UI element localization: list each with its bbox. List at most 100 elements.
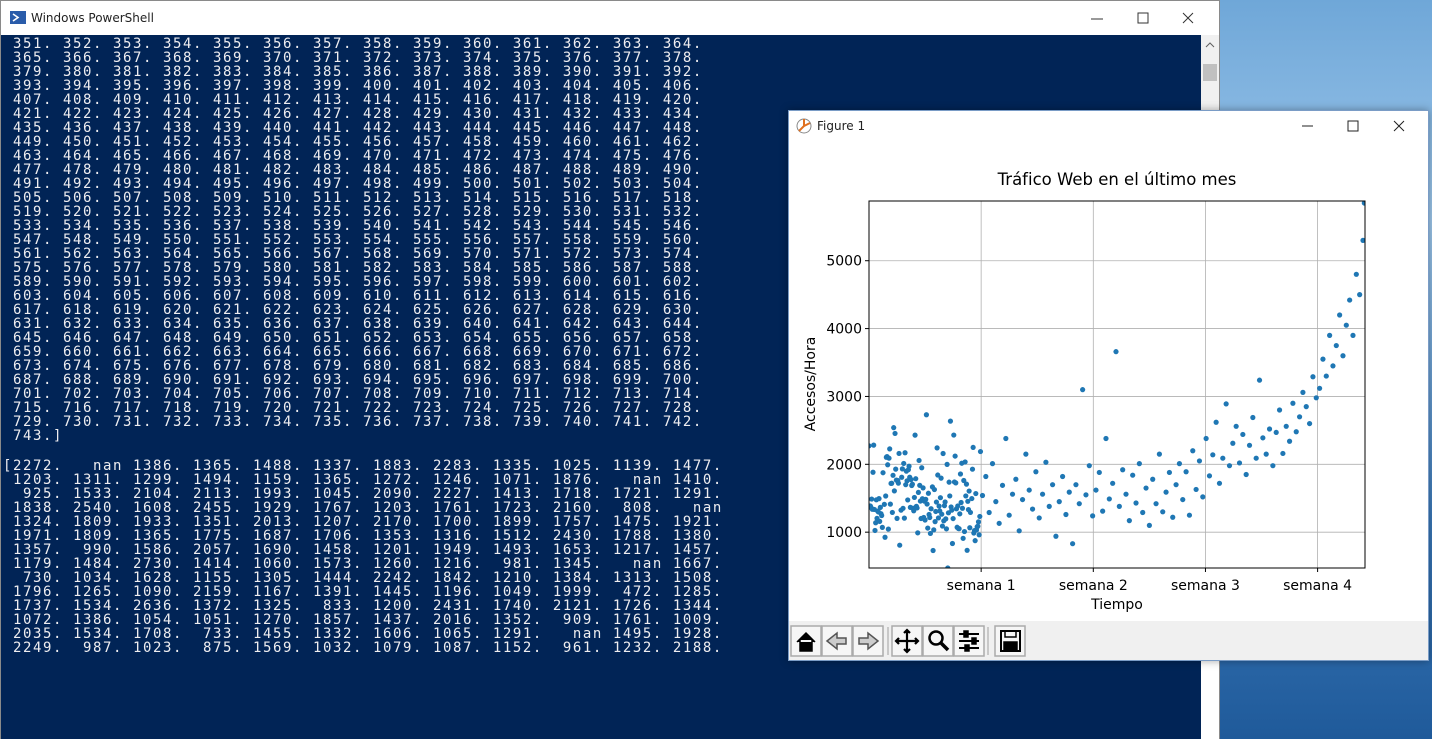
data-point: [996, 520, 1002, 526]
close-button[interactable]: [1182, 12, 1194, 24]
window-controls: [1091, 12, 1194, 24]
data-point: [1186, 512, 1193, 518]
console-line: 1357. 990. 1586. 2057. 1690. 1458. 1201.…: [3, 542, 723, 558]
console-line: 365. 366. 367. 368. 369. 370. 371. 372. …: [3, 50, 703, 66]
console-line: 589. 590. 591. 592. 593. 594. 595. 596. …: [3, 274, 703, 290]
data-point: [1090, 513, 1096, 519]
y-tick-label: 5000: [826, 254, 862, 270]
maximize-button[interactable]: [1137, 12, 1149, 24]
title-bar: Windows PowerShell: [1, 1, 1219, 35]
data-point: [1150, 476, 1156, 482]
data-point: [924, 501, 930, 507]
data-point: [967, 525, 973, 531]
console-line: 547. 548. 549. 550. 551. 552. 553. 554. …: [3, 232, 703, 248]
data-point: [930, 547, 936, 554]
data-point: [940, 450, 946, 457]
console-line: 435. 436. 437. 438. 439. 440. 441. 442. …: [3, 120, 703, 136]
data-point: [883, 493, 889, 499]
data-point: [962, 459, 968, 465]
data-point: [1146, 522, 1152, 528]
data-point: [1170, 514, 1176, 520]
back-button[interactable]: [821, 625, 853, 657]
data-point: [1059, 473, 1066, 480]
data-point: [880, 470, 886, 476]
configure-button[interactable]: [953, 625, 985, 657]
data-point: [1193, 486, 1199, 493]
data-point: [1203, 435, 1209, 442]
data-point: [1343, 322, 1349, 328]
data-point: [956, 526, 962, 532]
close-button[interactable]: [1393, 120, 1405, 132]
data-point: [1056, 499, 1062, 505]
zoom-button[interactable]: [922, 625, 954, 657]
pan-button[interactable]: [891, 625, 923, 657]
data-point: [1126, 518, 1132, 524]
figure: Tráfico Web en el último mes Tiempo Acce…: [789, 170, 1428, 660]
console-line: 407. 408. 409. 410. 411. 412. 413. 414. …: [3, 92, 703, 108]
console-line: 701. 702. 703. 704. 705. 706. 707. 708. …: [3, 386, 703, 402]
maximize-button[interactable]: [1347, 120, 1359, 132]
forward-button[interactable]: [852, 625, 884, 657]
data-point: [1296, 414, 1303, 420]
console-line: 617. 618. 619. 620. 621. 622. 623. 624. …: [3, 302, 703, 318]
data-point: [876, 496, 882, 502]
console-line: 1838. 2540. 1608. 2455. 1929. 1767. 1203…: [3, 500, 723, 516]
data-point: [1140, 509, 1146, 516]
ticks: 1000 2000 3000 4000 5000 semana 1 semana 2 sema…: [826, 254, 1352, 594]
scroll-thumb[interactable]: [1203, 64, 1217, 81]
data-point: [1046, 503, 1052, 509]
data-point: [1073, 482, 1079, 488]
array-output: [2272. nan 1386. 1365. 1488. 1337. 1883.…: [1, 459, 1201, 655]
data-point: [957, 511, 963, 517]
data-point: [911, 494, 917, 501]
data-point: [975, 519, 982, 525]
data-point: [894, 515, 900, 521]
console-line: 673. 674. 675. 676. 677. 678. 679. 680. …: [3, 358, 703, 374]
x-tick-label: semana 3: [1171, 578, 1240, 594]
scroll-up[interactable]: [1205, 42, 1215, 48]
data-point: [943, 526, 950, 532]
data-point: [922, 517, 928, 523]
save-button[interactable]: [994, 625, 1026, 657]
data-point: [1246, 442, 1253, 448]
x-tick-label: semana 2: [1059, 578, 1128, 594]
data-point: [1160, 509, 1166, 515]
data-point: [904, 478, 910, 484]
window-controls: [1302, 120, 1405, 132]
data-point: [952, 453, 958, 459]
data-point: [1063, 511, 1069, 518]
data-point: [1036, 515, 1042, 521]
data-point: [1009, 491, 1016, 497]
data-point: [879, 524, 885, 530]
data-point: [951, 432, 957, 438]
data-point: [949, 540, 956, 547]
window-title: Figure 1: [817, 119, 866, 133]
data-point: [1013, 476, 1019, 482]
console-line: 379. 380. 381. 382. 383. 384. 385. 386. …: [3, 64, 703, 80]
data-point: [949, 507, 955, 513]
toolbar: [789, 621, 1428, 660]
data-point: [1003, 435, 1009, 442]
data-point: [872, 527, 878, 534]
data-point: [887, 501, 893, 507]
data-point: [1243, 471, 1249, 478]
data-point: [1303, 404, 1309, 410]
data-point: [1093, 487, 1099, 493]
console-line: 603. 604. 605. 606. 607. 608. 609. 610. …: [3, 288, 703, 304]
home-button[interactable]: [790, 625, 822, 657]
data-point: [970, 444, 976, 451]
data-point: [1340, 353, 1346, 359]
data-point: [873, 520, 879, 526]
console-line: 1796. 1265. 1090. 2159. 1167. 1391. 1445…: [3, 584, 723, 600]
data-point: [977, 513, 983, 520]
data-point: [1200, 494, 1206, 500]
data-point: [1236, 460, 1243, 466]
data-point: [1233, 423, 1239, 429]
data-point: [936, 503, 942, 509]
axes-frame: [868, 200, 1366, 569]
data-point: [1116, 503, 1122, 509]
data-point: [1049, 482, 1056, 488]
data-point: [1260, 435, 1266, 441]
data-point: [1353, 271, 1359, 277]
console-line: 743.]: [3, 428, 63, 444]
